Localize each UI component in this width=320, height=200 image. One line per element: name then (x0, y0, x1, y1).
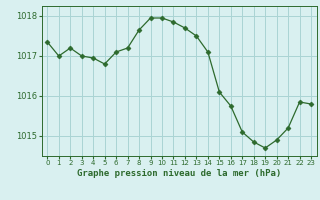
X-axis label: Graphe pression niveau de la mer (hPa): Graphe pression niveau de la mer (hPa) (77, 169, 281, 178)
